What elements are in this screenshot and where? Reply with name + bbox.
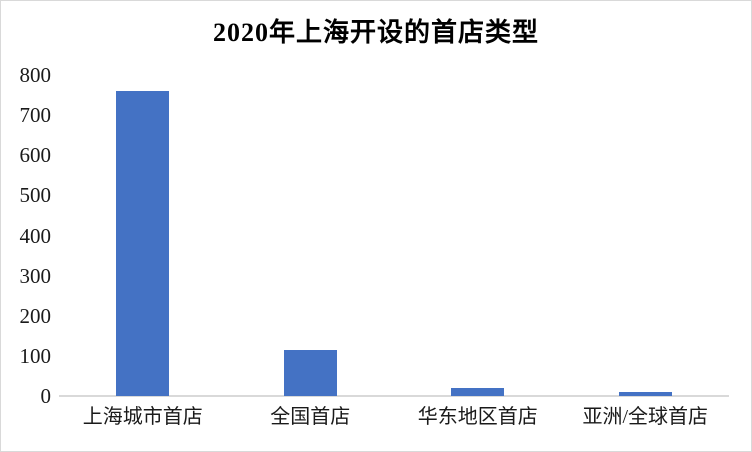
x-category-label: 上海城市首店 (82, 406, 203, 428)
x-category-label: 华东地区首店 (417, 406, 538, 428)
y-tick-label: 100 (19, 343, 52, 368)
y-tick-label: 700 (19, 103, 52, 128)
x-category-label: 全国首店 (270, 406, 351, 428)
y-tick-label: 600 (19, 143, 52, 168)
chart-title: 2020年上海开设的首店类型 (212, 18, 539, 47)
y-tick-label: 400 (19, 223, 52, 248)
bar (116, 91, 170, 396)
bar (618, 391, 672, 396)
y-tick-label: 300 (19, 263, 52, 288)
y-tick-label: 200 (19, 303, 52, 328)
x-axis-line (59, 395, 729, 397)
bar (283, 349, 337, 396)
y-tick-label: 500 (19, 183, 52, 208)
x-category-label: 亚洲/全球首店 (582, 406, 709, 428)
bar (451, 387, 505, 396)
y-tick-label: 0 (40, 384, 52, 408)
y-tick-label: 800 (19, 63, 52, 87)
